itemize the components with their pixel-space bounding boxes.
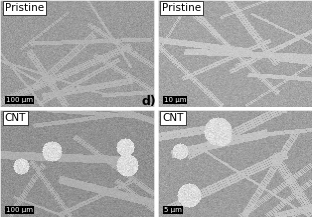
Text: Pristine: Pristine bbox=[162, 3, 201, 13]
Text: 100 μm: 100 μm bbox=[6, 207, 33, 213]
Text: 10 μm: 10 μm bbox=[164, 97, 186, 103]
Text: d): d) bbox=[141, 95, 156, 108]
Text: Pristine: Pristine bbox=[5, 3, 44, 13]
Text: CNT: CNT bbox=[5, 113, 26, 123]
Text: 5 μm: 5 μm bbox=[164, 207, 182, 213]
Text: 100 μm: 100 μm bbox=[6, 97, 33, 103]
Text: CNT: CNT bbox=[162, 113, 183, 123]
